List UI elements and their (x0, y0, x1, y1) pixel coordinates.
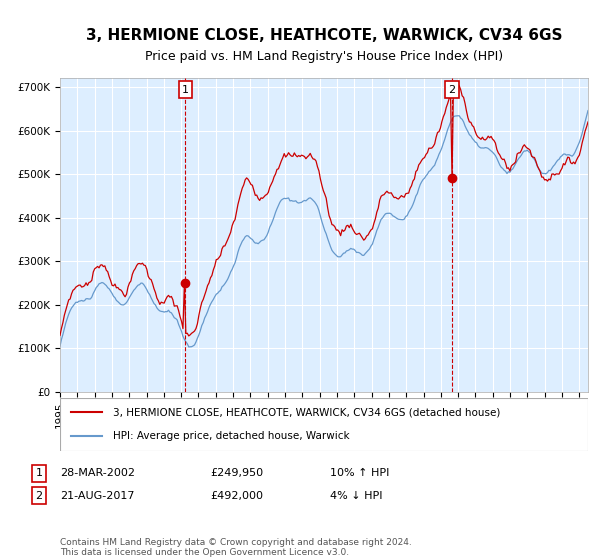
Text: 1: 1 (35, 468, 43, 478)
Text: 21-AUG-2017: 21-AUG-2017 (60, 491, 134, 501)
Text: 3, HERMIONE CLOSE, HEATHCOTE, WARWICK, CV34 6GS (detached house): 3, HERMIONE CLOSE, HEATHCOTE, WARWICK, C… (113, 408, 500, 418)
Text: 10% ↑ HPI: 10% ↑ HPI (330, 468, 389, 478)
Text: 2: 2 (448, 85, 455, 95)
Text: 1: 1 (182, 85, 189, 95)
Text: Contains HM Land Registry data © Crown copyright and database right 2024.
This d: Contains HM Land Registry data © Crown c… (60, 538, 412, 557)
Text: 3, HERMIONE CLOSE, HEATHCOTE, WARWICK, CV34 6GS: 3, HERMIONE CLOSE, HEATHCOTE, WARWICK, C… (86, 28, 562, 43)
Text: 2: 2 (35, 491, 43, 501)
Text: £492,000: £492,000 (210, 491, 263, 501)
Text: 4% ↓ HPI: 4% ↓ HPI (330, 491, 383, 501)
FancyBboxPatch shape (60, 398, 588, 451)
Text: Price paid vs. HM Land Registry's House Price Index (HPI): Price paid vs. HM Land Registry's House … (145, 50, 503, 63)
Text: HPI: Average price, detached house, Warwick: HPI: Average price, detached house, Warw… (113, 431, 349, 441)
Text: £249,950: £249,950 (210, 468, 263, 478)
Text: 28-MAR-2002: 28-MAR-2002 (60, 468, 135, 478)
